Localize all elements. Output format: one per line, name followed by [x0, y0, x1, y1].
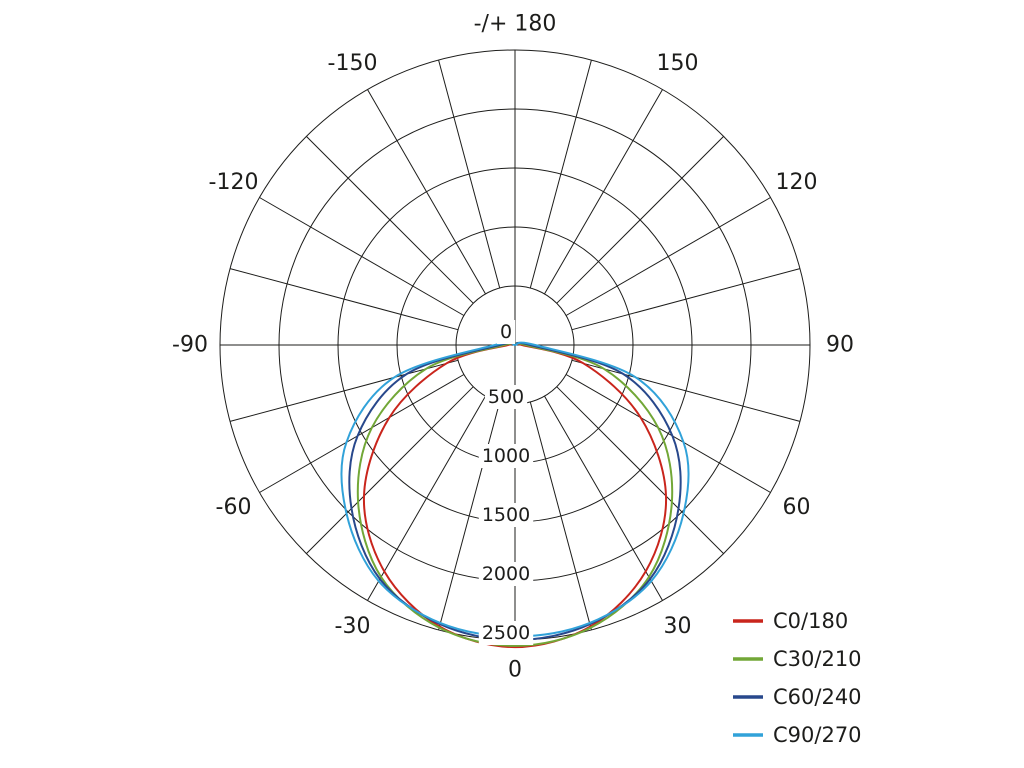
- radial-label-mask: [497, 320, 516, 344]
- grid-spoke: [529, 401, 592, 631]
- grid-spoke: [556, 386, 724, 554]
- grid-spoke: [544, 395, 663, 601]
- grid-spoke: [438, 59, 501, 289]
- radial-label-mask: [478, 503, 534, 527]
- radial-tick-label: 2000: [482, 563, 530, 585]
- radial-label-mask: [478, 444, 534, 468]
- radial-label-mask: [478, 621, 534, 645]
- radial-tick-label: 2500: [482, 622, 530, 644]
- legend-item: C30/210: [733, 647, 862, 671]
- grid-spoke: [571, 359, 801, 422]
- angle-tick-label: 30: [664, 614, 692, 639]
- angle-tick-label: -120: [209, 170, 259, 195]
- legend-item: C90/270: [733, 723, 862, 747]
- legend-label: C60/240: [773, 685, 862, 709]
- grid-spoke: [565, 197, 771, 316]
- series-curve-c0-180: [362, 342, 668, 649]
- radial-tick-label: 1000: [482, 445, 530, 467]
- angle-tick-label: 90: [826, 333, 854, 358]
- angle-tick-label: -150: [328, 51, 378, 76]
- radial-tick-labels: 0 500 1000 1500 2000 2500: [478, 320, 534, 645]
- angle-tick-label: -60: [216, 495, 252, 520]
- grid-spoke: [229, 268, 459, 331]
- grid-spoke: [259, 374, 465, 493]
- series-curve-c30-210: [356, 342, 674, 647]
- angle-tick-label: 120: [776, 170, 818, 195]
- grid-spoke: [565, 374, 771, 493]
- grid-spoke: [438, 401, 501, 631]
- legend-item: C0/180: [733, 609, 848, 633]
- grid-spoke: [229, 359, 459, 422]
- angle-tick-label: 0: [508, 658, 522, 683]
- legend-label: C0/180: [773, 609, 848, 633]
- legend-label: C30/210: [773, 647, 862, 671]
- grid-spoke: [529, 59, 592, 289]
- grid-spoke: [571, 268, 801, 331]
- radial-label-mask: [484, 385, 528, 409]
- legend: C0/180 C30/210 C60/240 C90/270: [733, 609, 862, 747]
- legend-label: C90/270: [773, 723, 862, 747]
- grid-spoke: [544, 89, 663, 295]
- grid-spoke: [556, 136, 724, 304]
- grid-spoke: [367, 395, 486, 601]
- angle-tick-label: 150: [657, 51, 699, 76]
- radial-label-mask: [478, 562, 534, 586]
- grid-spoke: [367, 89, 486, 295]
- radial-tick-label: 0: [500, 321, 512, 343]
- radial-tick-label: 1500: [482, 504, 530, 526]
- angle-tick-label: -30: [335, 614, 371, 639]
- grid-spoke: [259, 197, 465, 316]
- radial-tick-label: 500: [488, 386, 524, 408]
- angle-tick-label: -90: [172, 333, 208, 358]
- legend-item: C60/240: [733, 685, 862, 709]
- angle-tick-label: -/+ 180: [474, 12, 557, 37]
- angle-tick-labels: 0 30 60 90 120 150 -/+ 180 -150 -120 -90 -60 -30: [172, 12, 854, 683]
- angle-tick-label: 60: [783, 495, 811, 520]
- grid-spoke: [306, 386, 474, 554]
- grid-spoke: [306, 136, 474, 304]
